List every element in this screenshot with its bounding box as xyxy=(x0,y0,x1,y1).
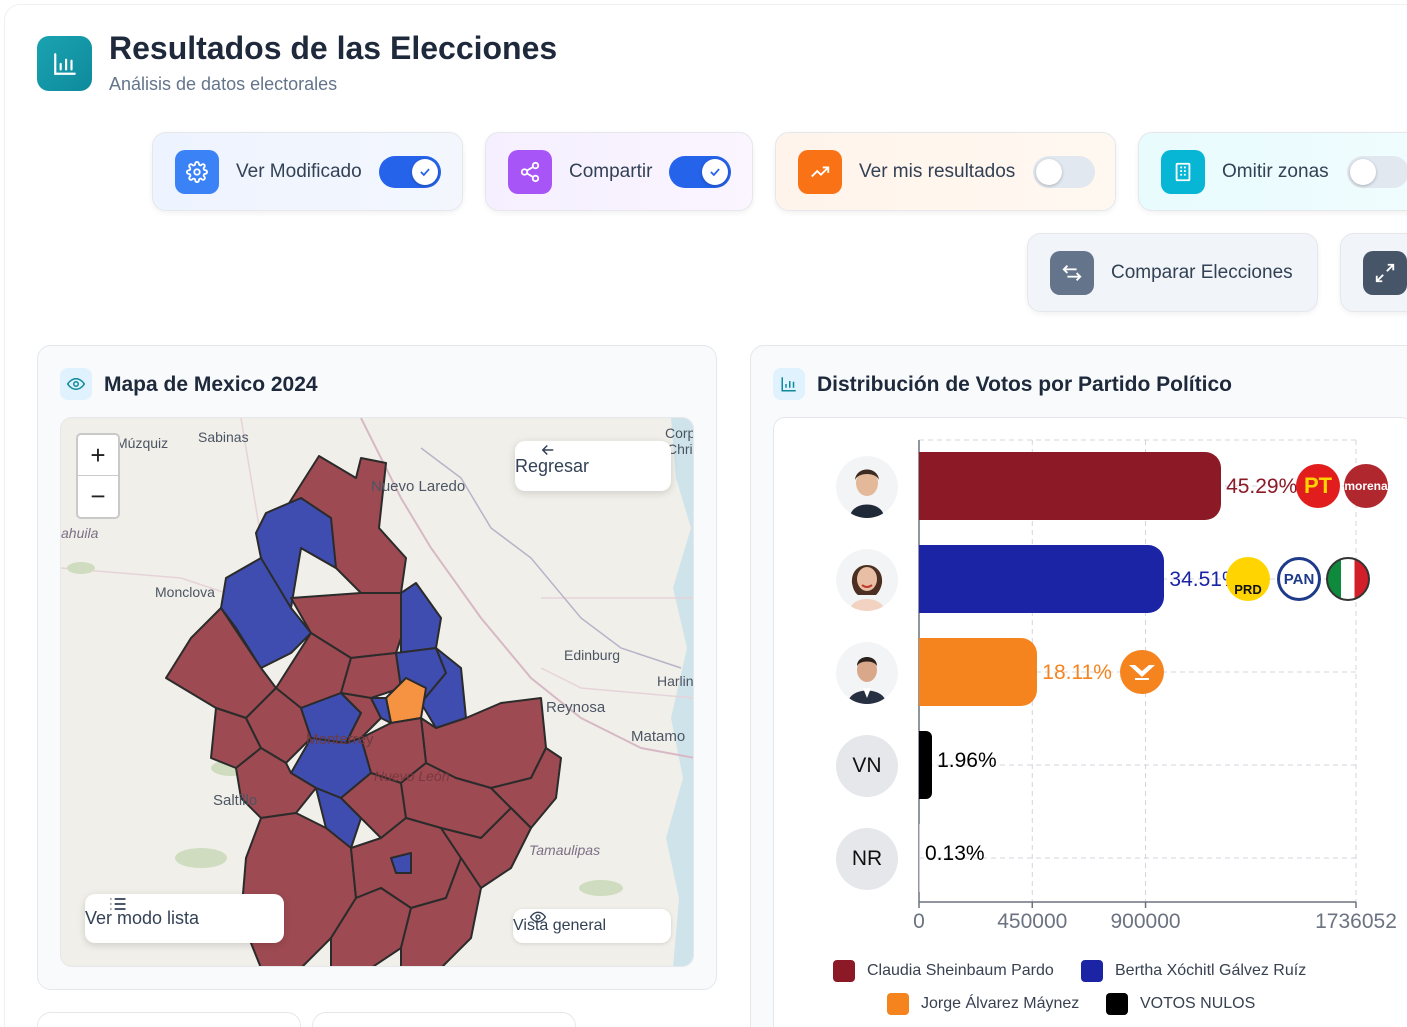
chart-bar-nr xyxy=(919,824,920,892)
page-title: Resultados de las Elecciones xyxy=(109,30,558,66)
check-icon xyxy=(412,159,438,185)
legend-item-galvez[interactable]: Bertha Xóchitl Gálvez Ruíz xyxy=(1081,960,1306,982)
chart-title: Distribución de Votos por Partido Políti… xyxy=(817,373,1232,396)
legend-item-sheinbaum[interactable]: Claudia Sheinbaum Pardo xyxy=(833,960,1054,982)
legend-swatch xyxy=(887,993,909,1015)
chart-bar-votos-nulos xyxy=(919,731,933,799)
data-label-sheinbaum: 45.29% xyxy=(1226,475,1298,498)
map-label-tamaulipas: Tamaulipas xyxy=(529,842,601,858)
zoom-out-button[interactable]: − xyxy=(90,481,106,511)
map-label-christi: Chri xyxy=(667,441,693,457)
legend-label: Claudia Sheinbaum Pardo xyxy=(867,962,1054,979)
comparar-elecciones-label: Comparar Elecciones xyxy=(1111,261,1293,283)
map-label-nuevo-leon: Nuevo León xyxy=(374,768,450,784)
data-label-nr: 0.13% xyxy=(925,842,985,865)
regresar-button[interactable]: Regresar xyxy=(515,441,671,491)
check-icon xyxy=(702,159,728,185)
legend-label: Bertha Xóchitl Gálvez Ruíz xyxy=(1115,962,1307,979)
bar-chart-icon xyxy=(37,36,92,91)
initials-vn: VN xyxy=(836,735,898,797)
candidate-avatar-maynez xyxy=(836,642,898,704)
prd-logo-icon: PRD xyxy=(1226,557,1270,601)
initials-nr: NR xyxy=(836,828,898,890)
ver-modificado-label: Ver Modificado xyxy=(236,160,362,182)
bar-chart-icon xyxy=(773,368,805,400)
data-label-galvez: 34.51% xyxy=(1169,568,1241,591)
legend-item-maynez[interactable]: Jorge Álvarez Máynez xyxy=(887,993,1079,1015)
ver-mis-resultados-label: Ver mis resultados xyxy=(859,160,1016,182)
x-tick-1736052: 1736052 xyxy=(1315,910,1397,933)
legend-label: Jorge Álvarez Máynez xyxy=(921,995,1080,1012)
map-label-edinburg: Edinburg xyxy=(564,647,621,663)
map-label-corpus: Corp xyxy=(665,425,694,441)
swap-icon xyxy=(1050,250,1094,295)
fullscreen-button[interactable] xyxy=(1340,233,1407,312)
pri-logo-icon xyxy=(1326,557,1370,601)
map-label-saltillo: Saltillo xyxy=(213,792,258,809)
chart-bar-sheinbaum xyxy=(919,452,1222,520)
compartir-toggle[interactable] xyxy=(669,156,731,188)
candidate-avatar-galvez xyxy=(836,549,898,611)
building-icon xyxy=(1161,149,1205,194)
map-label-harlin: Harlin xyxy=(657,673,694,689)
legend-swatch xyxy=(1081,960,1103,982)
movimiento-ciudadano-logo-icon xyxy=(1120,650,1164,694)
legend-swatch xyxy=(833,960,855,982)
map-title: Mapa de Mexico 2024 xyxy=(104,373,318,396)
morena-logo-icon: morena xyxy=(1344,464,1388,508)
legend-item-votos-nulos[interactable]: VOTOS NULOS xyxy=(1106,993,1255,1015)
omitir-zonas-label: Omitir zonas xyxy=(1222,160,1329,182)
map-label-muzquiz: Múzquiz xyxy=(116,435,169,451)
map-label-coahuila: ahuila xyxy=(61,525,99,541)
pt-logo-icon: PT xyxy=(1296,464,1340,508)
comparar-elecciones-button[interactable]: Comparar Elecciones xyxy=(1027,233,1318,312)
map-label-reynosa: Reynosa xyxy=(546,699,606,716)
page-subtitle: Análisis de datos electorales xyxy=(109,74,338,94)
ver-modo-lista-label: Ver modo lista xyxy=(85,908,200,928)
map-label-matamoros: Matamo xyxy=(631,728,686,745)
ver-modo-lista-button[interactable]: Ver modo lista xyxy=(85,894,284,943)
eye-icon xyxy=(60,368,92,400)
data-label-votos-nulos: 1.96% xyxy=(937,749,997,772)
x-tick-900000: 900000 xyxy=(1110,910,1181,933)
ver-modificado-toggle[interactable] xyxy=(379,156,441,188)
map-label-monterrey: Monterrey xyxy=(306,731,374,748)
trending-up-icon xyxy=(798,149,842,194)
x-tick-450000: 450000 xyxy=(997,910,1068,933)
map-label-nuevo-laredo: Nuevo Laredo xyxy=(371,478,466,495)
omitir-zonas-toggle[interactable] xyxy=(1347,156,1407,188)
arrow-left-icon xyxy=(541,444,554,456)
election-map[interactable]: Múzquiz Sabinas Nuevo Laredo ahuila Monc… xyxy=(60,417,694,967)
pan-logo-icon: PAN xyxy=(1277,557,1321,601)
vista-general-button[interactable]: Vista general xyxy=(513,909,671,943)
data-label-maynez: 18.11% xyxy=(1042,661,1112,684)
gear-icon xyxy=(175,149,219,194)
ver-mis-resultados-toggle[interactable] xyxy=(1033,156,1095,188)
eye-icon xyxy=(530,911,546,923)
omitir-zonas-card[interactable]: Omitir zonas xyxy=(1138,132,1407,211)
ver-mis-resultados-card[interactable]: Ver mis resultados xyxy=(775,132,1116,211)
chart-bar-maynez xyxy=(919,638,1038,706)
ver-modificado-card[interactable]: Ver Modificado xyxy=(152,132,463,211)
legend-swatch xyxy=(1106,993,1128,1015)
compartir-card[interactable]: Compartir xyxy=(485,132,753,211)
chart-bar-galvez xyxy=(919,545,1165,613)
candidate-avatar-sheinbaum xyxy=(836,456,898,518)
compartir-label: Compartir xyxy=(569,160,653,182)
share-icon xyxy=(508,149,552,194)
zoom-control: + − xyxy=(76,433,120,519)
x-tick-0: 0 xyxy=(913,910,925,933)
legend-label: VOTOS NULOS xyxy=(1140,995,1256,1012)
regresar-label: Regresar xyxy=(515,455,590,476)
app-frame xyxy=(4,4,1407,1027)
map-label-sabinas: Sabinas xyxy=(198,429,249,445)
zoom-in-button[interactable]: + xyxy=(78,435,118,476)
map-label-monclova: Monclova xyxy=(155,584,215,600)
expand-icon xyxy=(1363,250,1407,295)
list-icon xyxy=(110,898,126,910)
